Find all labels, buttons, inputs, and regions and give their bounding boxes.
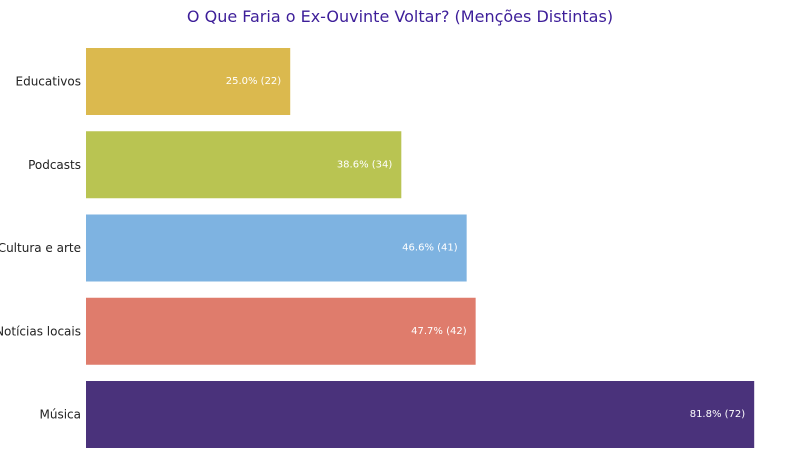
bar-musica: [86, 381, 755, 448]
chart-title: O Que Faria o Ex-Ouvinte Voltar? (Mençõe…: [186, 7, 614, 26]
bars-layer: [86, 48, 755, 448]
value-label-musica: 81.8% (72): [690, 409, 746, 420]
category-label-musica: Música: [40, 408, 82, 422]
category-label-cultura-e-arte: Cultura e arte: [0, 241, 81, 255]
bar-podcasts: [86, 131, 402, 199]
value-labels: 25.0% (22) 38.6% (34) 46.6% (41) 47.7% (42)…: [226, 76, 746, 420]
value-label-noticias-locais: 47.7% (42): [411, 326, 467, 337]
value-label-podcasts: 38.6% (34): [337, 159, 393, 170]
bar-educativos: [86, 48, 291, 115]
category-label-noticias-locais: Notícias locais: [0, 324, 81, 338]
category-label-educativos: Educativos: [16, 75, 82, 89]
bar-cultura-e-arte: [86, 214, 467, 282]
category-label-podcasts: Podcasts: [28, 158, 81, 172]
bar-noticias-locais: [86, 297, 476, 365]
value-label-cultura-e-arte: 46.6% (41): [402, 243, 458, 254]
value-label-educativos: 25.0% (22): [226, 76, 282, 87]
category-labels: Educativos Podcasts Cultura e arte Notícias…: [0, 75, 81, 422]
